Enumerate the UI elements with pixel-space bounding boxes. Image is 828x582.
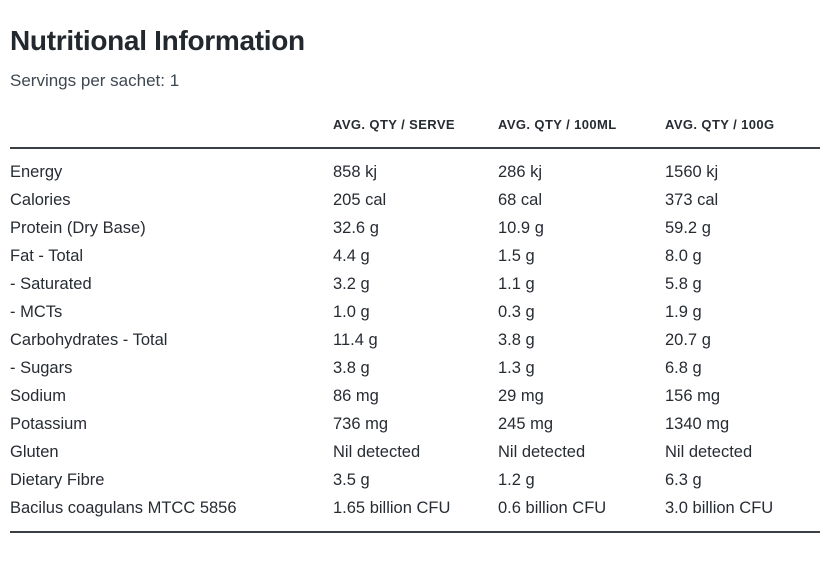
table-row-saturated: - Saturated 3.2 g 1.1 g 5.8 g bbox=[10, 271, 820, 299]
table-row-protein: Protein (Dry Base) 32.6 g 10.9 g 59.2 g bbox=[10, 215, 820, 243]
row-label: - Sugars bbox=[10, 359, 73, 377]
value-100g: Nil detected bbox=[665, 443, 753, 461]
table-row-dietary-fibre: Dietary Fibre 3.5 g 1.2 g 6.3 g bbox=[10, 467, 820, 495]
value-100ml: 286 kj bbox=[498, 163, 543, 181]
row-label: Carbohydrates - Total bbox=[10, 331, 168, 349]
row-label: Calories bbox=[10, 191, 71, 209]
row-label: Dietary Fibre bbox=[10, 471, 105, 489]
column-header-avg-qty-100ml: AVG. QTY / 100ML bbox=[498, 107, 665, 149]
nutrition-table: AVG. QTY / SERVE AVG. QTY / 100ML AVG. Q… bbox=[10, 107, 820, 533]
row-label: Energy bbox=[10, 163, 63, 181]
value-100g: 1.9 g bbox=[665, 303, 702, 321]
table-row-gluten: Gluten Nil detected Nil detected Nil det… bbox=[10, 439, 820, 467]
table-row-sugars: - Sugars 3.8 g 1.3 g 6.8 g bbox=[10, 355, 820, 383]
column-header-avg-qty-100g: AVG. QTY / 100G bbox=[665, 107, 820, 149]
value-100g: 5.8 g bbox=[665, 275, 702, 293]
value-100ml: 68 cal bbox=[498, 191, 543, 209]
value-serve: 205 cal bbox=[333, 191, 387, 209]
row-label: Bacilus coagulans MTCC 5856 bbox=[10, 499, 237, 517]
servings-per-sachet-text: Servings per sachet: 1 bbox=[10, 71, 180, 90]
row-label: - Saturated bbox=[10, 275, 92, 293]
value-100ml: 10.9 g bbox=[498, 219, 544, 237]
value-100ml: 1.3 g bbox=[498, 359, 535, 377]
value-100ml: Nil detected bbox=[498, 443, 586, 461]
table-row-sodium: Sodium 86 mg 29 mg 156 mg bbox=[10, 383, 820, 411]
value-100g: 59.2 g bbox=[665, 219, 711, 237]
table-row-bacilus-coagulans: Bacilus coagulans MTCC 5856 1.65 billion… bbox=[10, 495, 820, 533]
value-100ml: 1.2 g bbox=[498, 471, 535, 489]
table-row-energy: Energy 858 kj 286 kj 1560 kj bbox=[10, 148, 820, 187]
value-100ml: 29 mg bbox=[498, 387, 544, 405]
column-header-avg-qty-serve: AVG. QTY / SERVE bbox=[333, 107, 498, 149]
row-label: Potassium bbox=[10, 415, 88, 433]
row-label: Fat - Total bbox=[10, 247, 84, 265]
table-row-carbohydrates-total: Carbohydrates - Total 11.4 g 3.8 g 20.7 … bbox=[10, 327, 820, 355]
value-serve: 736 mg bbox=[333, 415, 389, 433]
value-100ml: 0.6 billion CFU bbox=[498, 499, 607, 517]
column-header-label bbox=[10, 107, 333, 149]
value-serve: 858 kj bbox=[333, 163, 378, 181]
row-label: - MCTs bbox=[10, 303, 63, 321]
row-label: Protein (Dry Base) bbox=[10, 219, 146, 237]
value-100g: 8.0 g bbox=[665, 247, 702, 265]
page-title: Nutritional Information bbox=[10, 25, 305, 56]
value-100ml: 1.5 g bbox=[498, 247, 535, 265]
value-100ml: 3.8 g bbox=[498, 331, 535, 349]
table-row-mcts: - MCTs 1.0 g 0.3 g 1.9 g bbox=[10, 299, 820, 327]
value-serve: 3.8 g bbox=[333, 359, 370, 377]
value-serve: 32.6 g bbox=[333, 219, 379, 237]
row-label: Gluten bbox=[10, 443, 59, 461]
value-100ml: 245 mg bbox=[498, 415, 554, 433]
value-100g: 20.7 g bbox=[665, 331, 711, 349]
table-row-potassium: Potassium 736 mg 245 mg 1340 mg bbox=[10, 411, 820, 439]
value-serve: 11.4 g bbox=[333, 331, 378, 349]
value-serve: 1.65 billion CFU bbox=[333, 499, 451, 517]
value-100ml: 1.1 g bbox=[498, 275, 535, 293]
value-serve: 3.5 g bbox=[333, 471, 370, 489]
value-100ml: 0.3 g bbox=[498, 303, 535, 321]
value-serve: Nil detected bbox=[333, 443, 421, 461]
table-row-calories: Calories 205 cal 68 cal 373 cal bbox=[10, 187, 820, 215]
value-100g: 6.8 g bbox=[665, 359, 702, 377]
value-serve: 3.2 g bbox=[333, 275, 370, 293]
value-100g: 373 cal bbox=[665, 191, 719, 209]
table-header-row: AVG. QTY / SERVE AVG. QTY / 100ML AVG. Q… bbox=[10, 107, 820, 149]
value-100g: 6.3 g bbox=[665, 471, 702, 489]
table-row-fat-total: Fat - Total 4.4 g 1.5 g 8.0 g bbox=[10, 243, 820, 271]
table-body: Energy 858 kj 286 kj 1560 kj Calories 20… bbox=[10, 148, 820, 532]
value-100g: 1560 kj bbox=[665, 163, 719, 181]
value-100g: 1340 mg bbox=[665, 415, 730, 433]
row-label: Sodium bbox=[10, 387, 66, 405]
value-serve: 1.0 g bbox=[333, 303, 370, 321]
value-100g: 3.0 billion CFU bbox=[665, 499, 774, 517]
value-serve: 86 mg bbox=[333, 387, 379, 405]
value-serve: 4.4 g bbox=[333, 247, 370, 265]
value-100g: 156 mg bbox=[665, 387, 721, 405]
